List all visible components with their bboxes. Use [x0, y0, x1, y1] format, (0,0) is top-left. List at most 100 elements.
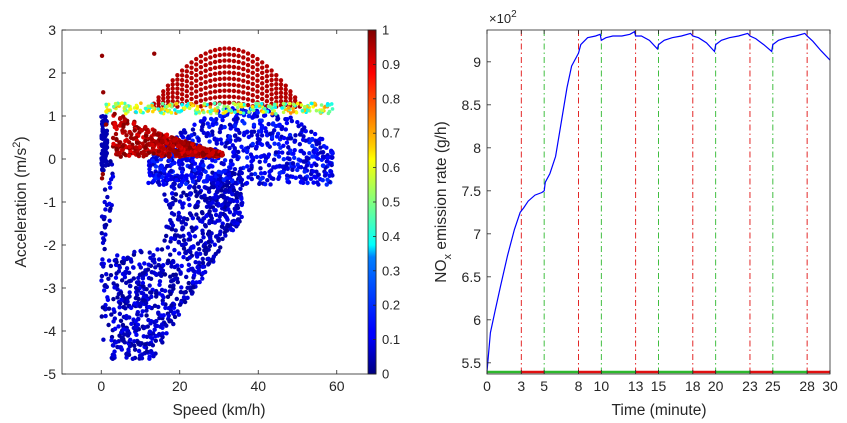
- scatter-point: [168, 274, 173, 279]
- scatter-point: [284, 116, 290, 122]
- scatter-point: [216, 249, 221, 254]
- scatter-point: [114, 103, 118, 107]
- scatter-point: [265, 141, 270, 146]
- right-y-axis-label: NOx emission rate (g/h): [433, 121, 454, 282]
- scatter-point: [150, 336, 155, 341]
- scatter-point: [298, 179, 304, 185]
- scatter-point: [321, 143, 327, 149]
- colorbar-tick-label: 1: [382, 23, 389, 38]
- scatter-point: [227, 82, 232, 87]
- scatter-point: [160, 138, 165, 144]
- scatter-point: [227, 46, 232, 51]
- scatter-point: [222, 100, 227, 105]
- scatter-point: [283, 83, 288, 88]
- scatter-point: [236, 149, 241, 155]
- scatter-point: [102, 187, 108, 192]
- scatter-point: [146, 262, 151, 267]
- scatter-point: [103, 232, 108, 237]
- colorbar-tick-label: 0.4: [382, 229, 400, 244]
- scatter-point: [264, 79, 270, 84]
- scatter-point: [178, 271, 183, 276]
- scatter-point: [246, 175, 251, 180]
- scatter-point: [134, 324, 139, 330]
- scatter-point: [137, 272, 143, 277]
- scatter-point: [161, 182, 166, 187]
- scatter-point: [189, 65, 194, 70]
- scatter-point: [309, 129, 314, 134]
- scatter-point: [264, 69, 270, 74]
- scatter-point: [200, 260, 206, 266]
- scatter-point: [131, 265, 136, 270]
- scatter-point: [147, 304, 152, 310]
- scatter-point: [162, 192, 167, 197]
- scatter-point: [186, 185, 192, 190]
- scatter-point: [203, 91, 208, 96]
- scatter-point: [227, 122, 233, 127]
- scatter-point: [170, 86, 175, 91]
- scatter-point: [194, 78, 199, 83]
- scatter-point: [122, 332, 127, 337]
- scatter-point: [172, 314, 178, 320]
- scatter-point: [115, 150, 120, 156]
- colorbar-tick-label: 0: [382, 367, 389, 382]
- scatter-point: [165, 83, 171, 88]
- scatter-point: [135, 312, 140, 317]
- scatter-point: [212, 77, 218, 82]
- scatter-point: [217, 218, 222, 223]
- scatter-point: [156, 331, 162, 337]
- scatter-point: [134, 110, 138, 114]
- scatter-point: [169, 168, 174, 174]
- scatter-point: [218, 137, 223, 142]
- scatter-point: [100, 305, 106, 310]
- scatter-point: [147, 172, 153, 178]
- scatter-point: [108, 272, 114, 278]
- scatter-point: [263, 126, 268, 131]
- scatter-point: [124, 266, 130, 271]
- scatter-point: [222, 58, 227, 63]
- scatter-point: [160, 301, 166, 306]
- scatter-point: [232, 167, 238, 172]
- scatter-point: [206, 260, 212, 266]
- scatter-point: [239, 214, 244, 220]
- scatter-point: [231, 64, 237, 70]
- scatter-point: [176, 109, 180, 114]
- scatter-point: [189, 70, 194, 76]
- scatter-point: [208, 78, 213, 83]
- scatter-point: [239, 144, 244, 149]
- scatter-point: [245, 148, 250, 153]
- scatter-point: [294, 110, 299, 115]
- scatter-point: [162, 272, 168, 277]
- scatter-point: [267, 169, 272, 175]
- scatter-point: [165, 104, 169, 109]
- scatter-point: [227, 64, 232, 69]
- scatter-point: [199, 127, 204, 133]
- scatter-point: [102, 215, 107, 220]
- scatter-point: [194, 94, 199, 100]
- scatter-point: [229, 178, 235, 184]
- scatter-point: [132, 128, 137, 133]
- scatter-point: [111, 281, 116, 286]
- scatter-point: [174, 102, 178, 106]
- scatter-point: [291, 102, 296, 107]
- scatter-point: [231, 188, 237, 193]
- scatter-point: [242, 121, 247, 126]
- scatter-point: [117, 265, 122, 270]
- scatter-point: [218, 113, 223, 119]
- scatter-point: [244, 180, 250, 186]
- scatter-point: [179, 73, 185, 78]
- scatter-point: [224, 228, 230, 233]
- left-y-tick-label: 3: [48, 22, 56, 38]
- scatter-point: [182, 299, 188, 305]
- scatter-point: [241, 66, 246, 72]
- scatter-point: [123, 306, 128, 311]
- scatter-point: [102, 246, 107, 252]
- scatter-point: [287, 157, 292, 162]
- scatter-point: [227, 58, 232, 63]
- scatter-point: [274, 77, 279, 82]
- scatter-point: [232, 219, 237, 224]
- scatter-point: [216, 177, 222, 182]
- scatter-point: [156, 173, 162, 178]
- scatter-point: [144, 286, 149, 292]
- scatter-point: [177, 199, 183, 204]
- scatter-point: [181, 238, 187, 243]
